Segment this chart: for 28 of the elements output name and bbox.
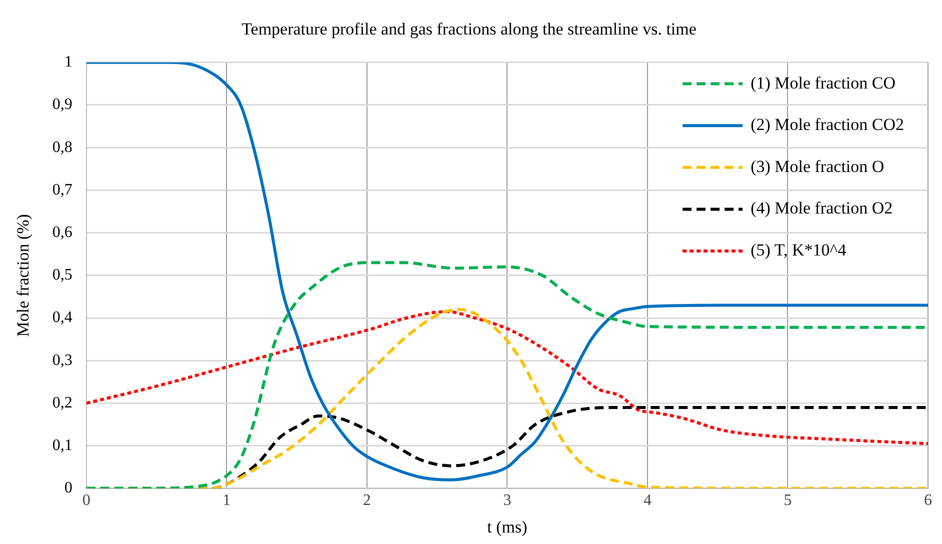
y-tick-label: 0 — [64, 480, 72, 497]
x-tick-label: 5 — [784, 492, 792, 510]
x-tick-label: 3 — [503, 492, 512, 510]
line-series — [86, 310, 928, 446]
x-tick-label: 1 — [222, 492, 231, 510]
legend-label: (1) Mole fraction CO — [750, 73, 896, 92]
y-tick-label: 0,2 — [52, 394, 72, 412]
y-tick-label: 1 — [64, 54, 72, 71]
y-axis-title: Mole fraction (%) — [14, 214, 33, 337]
y-tick-label: 0,4 — [52, 309, 72, 326]
x-axis-title: t (ms) — [487, 517, 528, 536]
y-tick-label: 0,1 — [52, 437, 72, 454]
y-tick-label: 0,6 — [52, 224, 72, 242]
legend-label: (5) T, K*10^4 — [750, 240, 847, 260]
y-tick-label: 0,7 — [52, 181, 72, 198]
y-tick-label: 0,8 — [52, 138, 72, 156]
line-series — [86, 62, 928, 482]
y-tick-label: 0,5 — [52, 266, 72, 284]
y-tick-label: 0,3 — [52, 352, 72, 369]
x-tick-label: 6 — [924, 492, 932, 510]
x-tick-label: 2 — [362, 492, 371, 510]
legend-label: (4) Mole fraction O2 — [750, 198, 893, 218]
y-tick-label: 0,9 — [52, 96, 72, 114]
chart-title: Temperature profile and gas fractions along the streamline vs. time — [242, 20, 696, 39]
legend-label: (3) Mole fraction O — [750, 156, 884, 176]
legend-label: (2) Mole fraction CO2 — [750, 115, 904, 134]
x-tick-label: 0 — [82, 492, 90, 510]
x-tick-label: 4 — [643, 492, 652, 510]
